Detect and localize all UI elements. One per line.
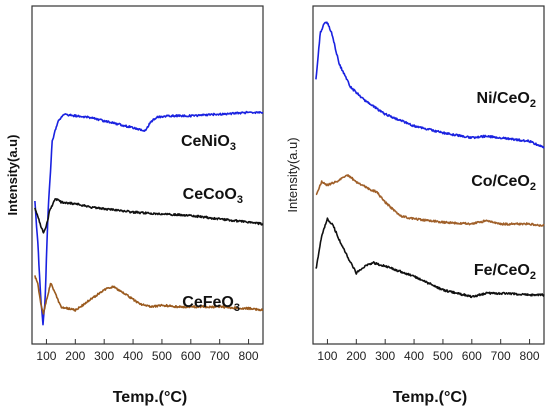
left-series-lines [34,110,264,326]
left-x-tick-label-500: 500 [152,349,172,363]
left-series-line-1 [34,198,264,234]
left-x-tick-label-600: 600 [181,349,201,363]
right-series-line-0 [315,21,545,149]
left-x-tick-label-100: 100 [36,349,56,363]
left-x-axis-label: Temp.(°C) [113,389,188,406]
right-panel: 100 200 300 400 500 600 700 800 Temp.(°C) Inten… [285,5,545,406]
series-label-cefeo3-main: CeFeO [182,294,234,311]
series-label-cefeo3: CeFeO3 [182,294,240,314]
series-label-ceniO3: CeNiO3 [181,133,236,153]
left-y-axis-label: Intensity(a.u) [5,135,20,216]
right-x-tick-label-700: 700 [491,349,511,363]
left-plot-frame [31,5,264,345]
right-series-line-1 [315,174,545,227]
left-x-tick-label-800: 800 [239,349,259,363]
series-label-ceniO3-main: CeNiO [181,133,230,150]
left-series-line-2 [34,275,264,315]
left-panel: 100 200 300 400 500 600 700 800 Temp.(°C) Inten… [5,5,264,406]
right-series-line-2 [315,217,545,299]
right-x-tick-label-200: 200 [346,349,366,363]
series-label-co-ceo2-sub: 2 [530,181,536,193]
series-label-fe-ceo2: Fe/CeO2 [474,262,536,282]
left-x-tick-label-200: 200 [65,349,85,363]
right-y-axis-label: Intensity(a.u) [285,137,300,212]
series-label-ni-ceo2-sub: 2 [530,98,536,110]
right-x-axis-label: Temp.(°C) [393,389,468,406]
series-label-cecoo3: CeCoO3 [183,186,243,206]
series-label-cefeo3-sub: 3 [234,302,240,314]
left-x-ticks: 100 200 300 400 500 600 700 800 [36,339,259,363]
left-series-line-0 [34,110,264,326]
left-x-tick-label-300: 300 [94,349,114,363]
series-label-ceniO3-sub: 3 [230,141,236,153]
right-x-tick-label-300: 300 [375,349,395,363]
series-label-cecoo3-main: CeCoO [183,186,237,203]
series-label-co-ceo2: Co/CeO2 [471,173,536,193]
series-label-ni-ceo2-main: Ni/CeO [477,90,530,107]
series-label-ni-ceo2: Ni/CeO2 [477,90,536,110]
right-x-tick-label-400: 400 [404,349,424,363]
right-x-tick-label-500: 500 [433,349,453,363]
right-x-ticks: 100 200 300 400 500 600 700 800 [317,339,540,363]
series-label-cecoo3-sub: 3 [237,194,243,206]
right-series-lines [315,21,545,299]
series-label-fe-ceo2-main: Fe/CeO [474,262,530,279]
right-x-tick-label-800: 800 [520,349,540,363]
series-label-co-ceo2-main: Co/CeO [471,173,530,190]
right-x-tick-label-600: 600 [462,349,482,363]
left-x-tick-label-400: 400 [123,349,143,363]
left-x-tick-label-700: 700 [210,349,230,363]
right-plot-frame [312,5,545,345]
series-label-fe-ceo2-sub: 2 [530,270,536,282]
right-x-tick-label-100: 100 [317,349,337,363]
